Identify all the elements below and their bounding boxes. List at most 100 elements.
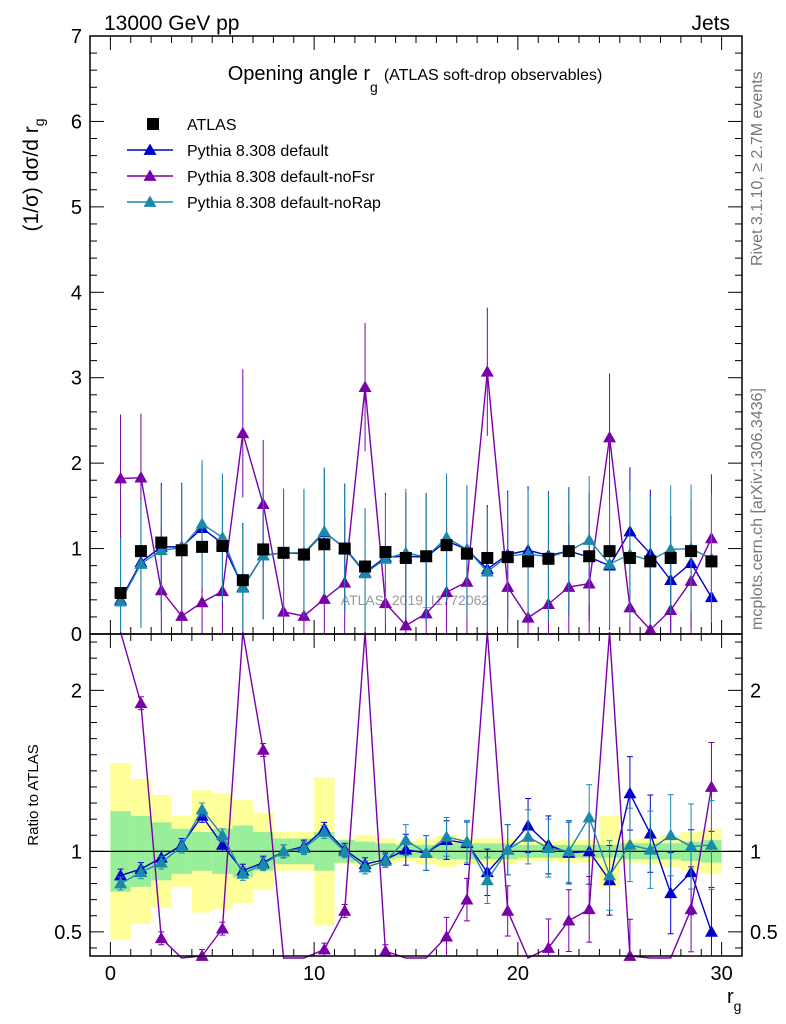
ratio-series-point [562,914,576,926]
ratio-series-point [154,931,168,944]
ratio-ytick-label: 2 [71,680,82,702]
ratio-series-point [134,696,148,709]
atlas-data-point [114,586,127,599]
main-series-point [175,609,189,621]
main-series-point [114,472,128,484]
ratio-series-point [195,802,209,815]
main-series-point [480,565,494,577]
ratio-xtick-label: 0 [105,963,116,985]
main-ytick-label: 5 [71,197,82,219]
chart-title: Opening angle rg (ATLAS soft-drop observa… [228,63,603,95]
atlas-data-point [155,536,168,549]
main-series-point [664,542,678,555]
atlas-data-point [440,539,453,552]
ratio-xlabel-main: r [727,986,734,1008]
atlas-data-point [583,550,596,563]
ratio-series-point [317,943,331,955]
ratio-series-point [603,869,617,881]
ratio-series-point [175,840,189,852]
main-series-line [119,527,713,601]
ratio-series-point [521,830,535,842]
ratio-series-point [297,841,311,854]
ratio-series-point [134,865,148,878]
ratio-xtick-label: 20 [507,963,529,985]
atlas-data-point [379,545,392,558]
ratio-series-point [277,844,291,857]
ratio-series-point [338,844,352,857]
main-series-point [154,543,168,556]
ratio-series-point [541,841,555,854]
chart-title-main: Opening angle r [228,63,371,85]
main-ytick-label: 4 [71,282,82,304]
atlas-data-point [644,555,657,568]
main-series-point [236,426,250,439]
ratio-series-point [541,941,555,953]
ratio-ytick-label-right: 0.5 [750,922,778,944]
atlas-data-point [236,574,249,587]
main-ytick-label: 2 [71,453,82,475]
atlas-data-point [542,552,555,565]
ratio-series-point [684,902,698,915]
atlas-data-point [318,538,331,551]
ratio-series-point [317,825,331,837]
atlas-data-point [501,551,514,564]
main-series-line [119,522,712,602]
ratio-series-point [399,833,413,845]
main-series-point [114,595,128,607]
ratio-series-point [460,835,474,847]
ratio-series-point [562,844,576,857]
atlas-data-point [257,543,270,556]
main-ylabel-sub: g [31,118,47,126]
ratio-xlabel-sub: g [734,998,742,1014]
legend-marker-square [147,118,159,130]
main-series-point [195,595,209,608]
atlas-data-point [196,540,209,553]
main-series-point [399,618,413,631]
main-series-point [215,530,229,543]
atlas-data-point [522,555,535,568]
ratio-series-point [480,873,494,886]
main-series-point [358,380,372,392]
ratio-series-point [501,904,515,916]
ratio-series-point [195,949,209,961]
ratio-series-point [358,860,372,873]
ratio-panel-marks [114,631,718,961]
main-series-point [378,552,392,564]
main-series-point [603,431,617,443]
rivet-version-label: Rivet 3.1.10, ≥ 2.7M events [749,71,766,266]
ratio-series-point [154,856,168,868]
ratio-series-point [664,886,678,899]
ratio-series-line [120,808,712,885]
main-series-point [480,365,494,377]
atlas-data-point [175,544,188,557]
ratio-xtick-label: 10 [303,963,325,985]
energy-label: 13000 GeV pp [104,12,239,35]
main-series-point [317,524,331,537]
main-ylabel-main: (1/σ) dσ/d r [20,126,43,231]
ratio-series-point [623,786,637,799]
ratio-series-point [440,830,454,842]
ratio-series-point [704,838,718,850]
legend-label: ATLAS [187,117,237,134]
ratio-series-point [114,869,128,881]
atlas-data-point [481,551,494,564]
atlas-data-point [603,545,616,558]
atlas-data-point [705,555,718,568]
ratio-series-point [643,843,657,855]
legend-label: Pythia 8.308 default-noRap [187,195,381,212]
legend-marker-triangle [143,169,157,181]
ratio-ytick-label: 0.5 [54,922,82,944]
main-ytick-label: 7 [71,26,82,48]
chart-title-suffix: (ATLAS soft-drop observables) [384,67,602,84]
legend-label: Pythia 8.308 default [187,143,329,160]
legend-marker-triangle [143,195,157,207]
main-ytick-label: 3 [71,368,82,390]
atlas-data-point [359,560,372,573]
ratio-xlabel: rg [727,986,741,1014]
main-series-point [643,623,657,635]
main-ylabel: (1/σ) dσ/d rg [20,118,47,231]
atlas-data-point [460,547,473,560]
ratio-ytick-label: 1 [71,841,82,863]
ratio-series-point [215,828,229,841]
